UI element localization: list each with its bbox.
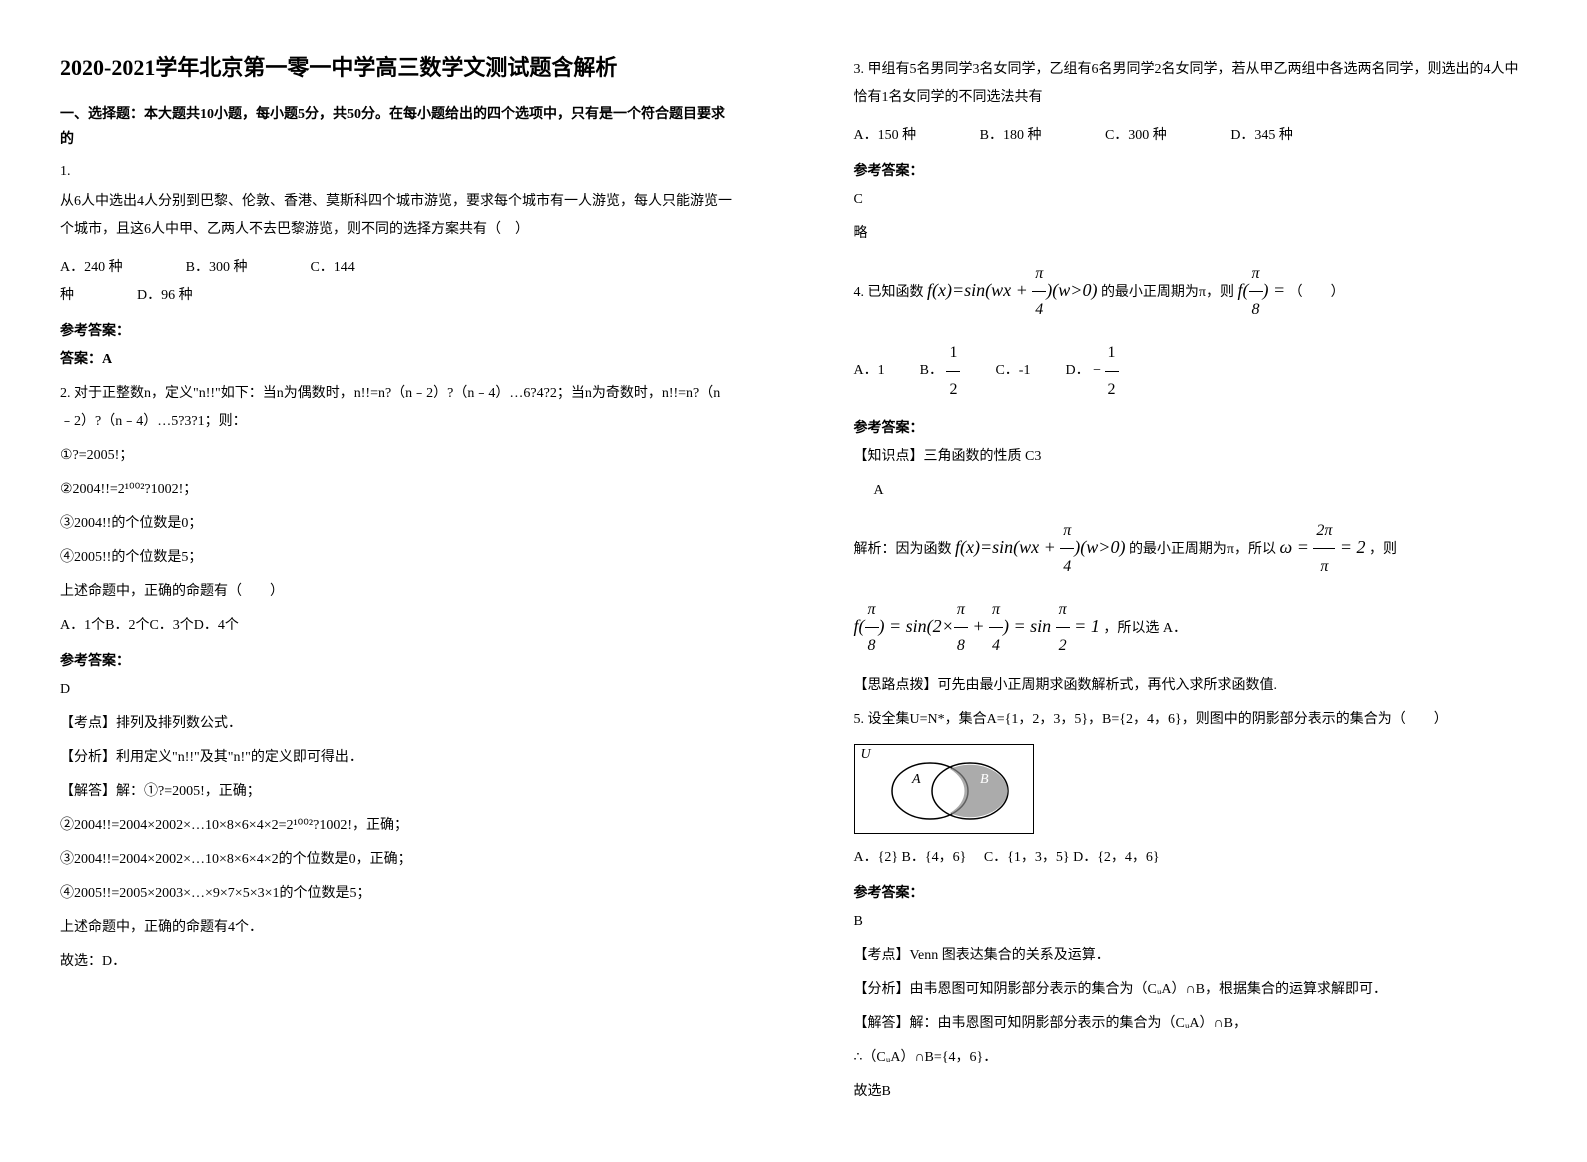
q4-ans: A bbox=[854, 477, 1528, 505]
q4-e2-end: ，则 bbox=[1369, 542, 1397, 557]
q5-e3: 【解答】解：由韦恩图可知阴影部分表示的集合为（CᵤA）∩B， bbox=[854, 1010, 1528, 1038]
q4-e3: f(π8) = sin(2×π8 + π4) = sin π2 = 1 ，所以选… bbox=[854, 592, 1528, 663]
q4-options: A．1 B． 12 C．-1 D． − 12 bbox=[854, 335, 1528, 406]
q3-optB: B．180 种 bbox=[980, 122, 1042, 150]
left-column: 2020-2021学年北京第一零一中学高三数学文测试题含解析 一、选择题：本大题… bbox=[0, 50, 794, 1112]
right-column: 3. 甲组有5名男同学3名女同学，乙组有6名男同学2名女同学，若从甲乙两组中各选… bbox=[794, 50, 1587, 1112]
q2-ref: 参考答案： bbox=[60, 650, 734, 670]
q4-e4: 【思路点拨】可先由最小正周期求函数解析式，再代入求所求函数值. bbox=[854, 672, 1528, 700]
q2-l1: ①?=2005!； bbox=[60, 442, 734, 470]
venn-B-label: B bbox=[980, 772, 989, 787]
q4-line: 4. 已知函数 f(x)=sin(wx + π4)(w>0) 的最小正周期为π，… bbox=[854, 256, 1528, 327]
q5-num: 5. 设全集U=N*，集合A={1，2，3，5}，B={2，4，6}，则图中的阴… bbox=[854, 706, 1528, 734]
q3-ans: C bbox=[854, 186, 1528, 214]
q3-options: A．150 种 B．180 种 C．300 种 D．345 种 bbox=[854, 122, 1528, 150]
q1-optC2: 种 bbox=[60, 288, 74, 303]
q2-e3: 【解答】解：①?=2005!，正确； bbox=[60, 778, 734, 806]
q5-e4: ∴（CᵤA）∩B={4，6}． bbox=[854, 1044, 1528, 1072]
q1-ans: 答案：A bbox=[60, 346, 734, 374]
venn-diagram: U A B bbox=[854, 744, 1034, 834]
q2-e6: ④2005!!=2005×2003×…×9×7×5×3×1的个位数是5； bbox=[60, 880, 734, 908]
q1-optB: B．300 种 bbox=[186, 260, 248, 275]
q2-opts: A．1个B．2个C．3个D．4个 bbox=[60, 612, 734, 640]
venn-U: U bbox=[861, 747, 871, 763]
q2-l2: ②2004!!=2¹⁰⁰²?1002!； bbox=[60, 476, 734, 504]
q2-e5: ③2004!!=2004×2002×…10×8×6×4×2的个位数是0，正确； bbox=[60, 846, 734, 874]
q3-num: 3. 甲组有5名男同学3名女同学，乙组有6名男同学2名女同学，若从甲乙两组中各选… bbox=[854, 56, 1528, 112]
q4-optD-pre: D． bbox=[1065, 363, 1089, 378]
q2-e7: 上述命题中，正确的命题有4个． bbox=[60, 914, 734, 942]
q5-e5: 故选B bbox=[854, 1078, 1528, 1106]
q1-optD: D．96 种 bbox=[137, 288, 193, 303]
q3-optD: D．345 种 bbox=[1230, 122, 1293, 150]
q5-opts: A．{2} B．{4，6} C．{1，3，5} D．{2，4，6} bbox=[854, 844, 1528, 872]
q1-text: 从6人中选出4人分别到巴黎、伦敦、香港、莫斯科四个城市游览，要求每个城市有一人游… bbox=[60, 188, 734, 244]
q4-e2-pre: 解析：因为函数 bbox=[854, 542, 952, 557]
q2-ans: D bbox=[60, 676, 734, 704]
q4-ref: 参考答案： bbox=[854, 417, 1528, 437]
q4-e3-end: ，所以选 A． bbox=[1103, 621, 1187, 636]
q1-num: 1. bbox=[60, 164, 734, 180]
venn-svg: A B bbox=[880, 753, 1020, 828]
q3-ref: 参考答案： bbox=[854, 160, 1528, 180]
q1-optC: C．144 bbox=[310, 260, 354, 275]
q2-e8: 故选：D． bbox=[60, 948, 734, 976]
q3-optC: C．300 种 bbox=[1105, 122, 1167, 150]
q5-ans: B bbox=[854, 908, 1528, 936]
q4-end: （ ） bbox=[1289, 285, 1345, 300]
q2-e4: ②2004!!=2004×2002×…10×8×6×4×2=2¹⁰⁰²?1002… bbox=[60, 812, 734, 840]
q1-optA: A．240 种 bbox=[60, 260, 123, 275]
q2-num: 2. 对于正整数n，定义"n!!"如下：当n为偶数时，n!!=n?（n﹣2）?（… bbox=[60, 380, 734, 436]
q4-e2-mid: 的最小正周期为π，所以 bbox=[1129, 542, 1276, 557]
q2-e2: 【分析】利用定义"n!!"及其"n!"的定义即可得出． bbox=[60, 744, 734, 772]
venn-A-label: A bbox=[911, 772, 921, 787]
q4-e1: 【知识点】三角函数的性质 C3 bbox=[854, 443, 1528, 471]
q5-e1: 【考点】Venn 图表达集合的关系及运算． bbox=[854, 942, 1528, 970]
q3-optA: A．150 种 bbox=[854, 122, 917, 150]
doc-title: 2020-2021学年北京第一零一中学高三数学文测试题含解析 bbox=[60, 50, 734, 82]
q2-l4: ④2005!!的个位数是5； bbox=[60, 544, 734, 572]
q5-ref: 参考答案： bbox=[854, 882, 1528, 902]
q4-mid: 的最小正周期为π，则 bbox=[1101, 285, 1234, 300]
q2-l3: ③2004!!的个位数是0； bbox=[60, 510, 734, 538]
section-header: 一、选择题：本大题共10小题，每小题5分，共50分。在每小题给出的四个选项中，只… bbox=[60, 102, 734, 152]
q4-optD-neg: − bbox=[1093, 363, 1101, 378]
q3-e1: 略 bbox=[854, 220, 1528, 248]
q4-e2: 解析：因为函数 f(x)=sin(wx + π4)(w>0) 的最小正周期为π，… bbox=[854, 513, 1528, 584]
q4-optC: C．-1 bbox=[995, 363, 1030, 378]
q5-e2: 【分析】由韦恩图可知阴影部分表示的集合为（CᵤA）∩B，根据集合的运算求解即可． bbox=[854, 976, 1528, 1004]
q1-ref: 参考答案： bbox=[60, 320, 734, 340]
q2-l5: 上述命题中，正确的命题有（ ） bbox=[60, 578, 734, 606]
q1-options: A．240 种 B．300 种 C．144 种 D．96 种 bbox=[60, 254, 734, 310]
q2-e1: 【考点】排列及排列数公式． bbox=[60, 710, 734, 738]
q4-optD-frac: 12 bbox=[1105, 335, 1119, 406]
q4-optB-pre: B． bbox=[920, 363, 943, 378]
q4-optA: A．1 bbox=[854, 363, 885, 378]
q4-optB-frac: 12 bbox=[946, 335, 960, 406]
q4-pre: 4. 已知函数 bbox=[854, 285, 924, 300]
